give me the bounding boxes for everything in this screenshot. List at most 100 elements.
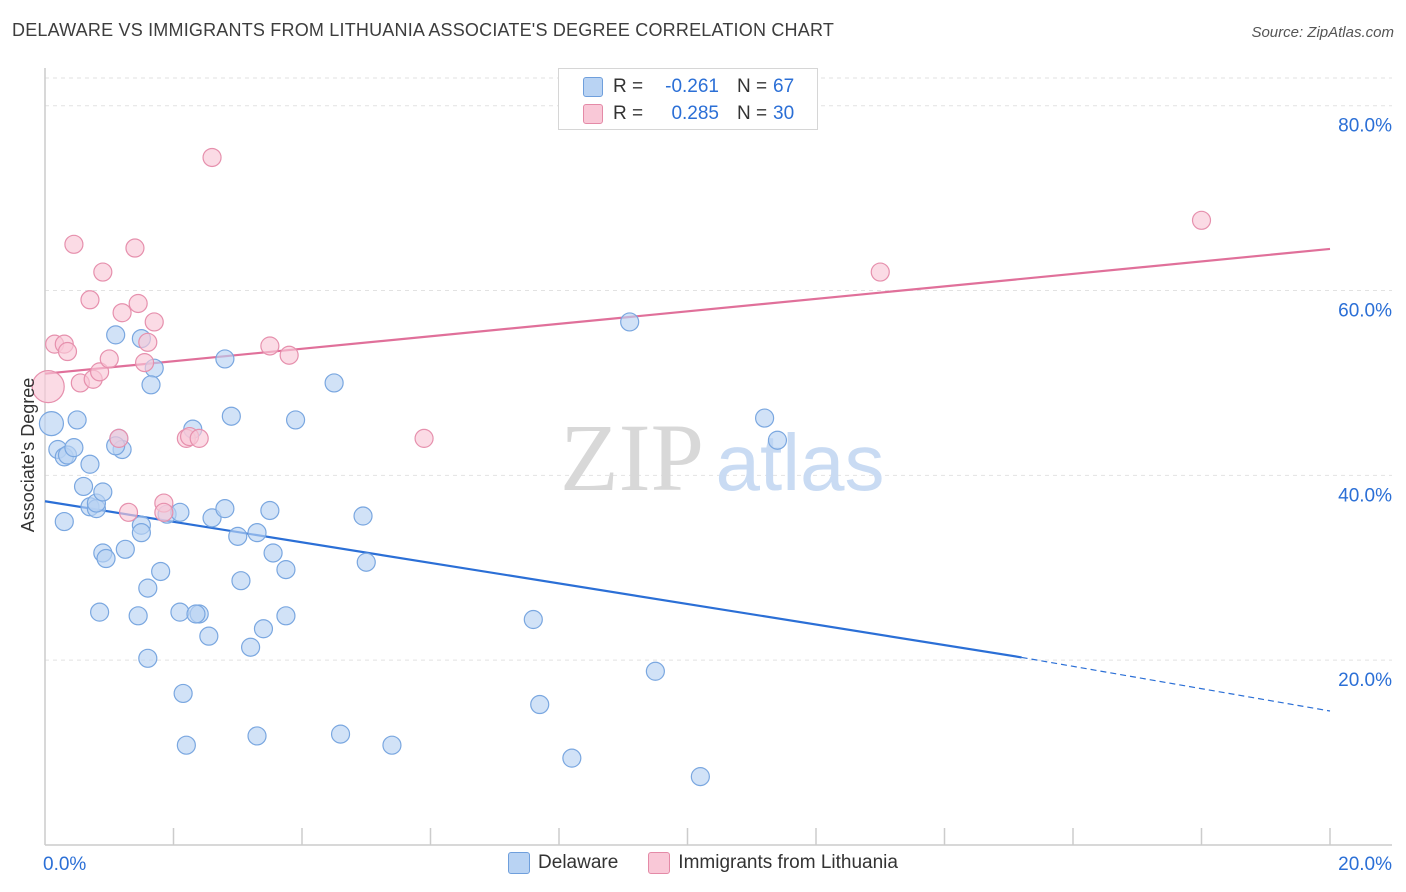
delaware-point	[96, 548, 116, 569]
r-value: 0.285	[671, 103, 719, 124]
delaware-point	[231, 571, 251, 591]
delaware-point	[173, 683, 193, 704]
lithuania-point	[279, 345, 299, 365]
lithuania-point	[144, 312, 164, 332]
gridlines	[45, 77, 1392, 661]
n-value: 30	[773, 103, 795, 124]
delaware-point	[690, 767, 710, 787]
delaware-point	[138, 648, 158, 668]
stats-row-lithuania: R = 0.285 N = 30	[583, 100, 794, 128]
delaware-point	[260, 500, 280, 521]
lithuania-point	[154, 502, 174, 522]
legend-item-delaware[interactable]: Delaware	[508, 852, 618, 874]
delaware-point	[276, 560, 296, 580]
lithuania-point	[109, 428, 129, 448]
lithuania-point	[128, 293, 148, 314]
lithuania-point	[134, 353, 155, 373]
delaware-point	[67, 410, 87, 430]
delaware-point	[80, 454, 100, 474]
delaware-point	[767, 430, 788, 450]
delaware-point	[221, 406, 241, 426]
delaware-point	[115, 539, 135, 559]
watermark: ZIP atlas	[560, 404, 884, 511]
r-label: R =	[613, 76, 644, 97]
delaware-point	[215, 349, 235, 369]
delaware-point	[228, 526, 248, 546]
delaware-point	[202, 508, 222, 528]
tick-labels: 20.0% 40.0% 60.0% 80.0% 0.0% 20.0%	[43, 116, 1392, 875]
lithuania-point	[90, 362, 110, 382]
delaware-swatch	[583, 77, 603, 97]
lithuania-point	[118, 502, 139, 522]
delaware-point	[141, 375, 161, 395]
delaware-point	[131, 523, 151, 543]
n-label: N =	[737, 103, 768, 124]
delaware-point	[106, 325, 126, 345]
delaware-point	[170, 602, 190, 622]
delaware-point	[128, 606, 148, 626]
delaware-point	[170, 502, 190, 522]
delaware-point	[754, 408, 775, 428]
delaware-point	[523, 609, 543, 630]
delaware-point	[247, 726, 267, 746]
legend-label: Delaware	[538, 852, 619, 873]
delaware-point	[93, 482, 113, 502]
watermark-atlas: atlas	[716, 418, 885, 507]
delaware-point	[186, 604, 206, 624]
legend-swatch-pink	[648, 852, 671, 874]
delaware-point	[54, 511, 74, 532]
delaware-point	[324, 373, 344, 393]
chart-legend: Delaware Immigrants from Lithuania	[0, 852, 1406, 874]
legend-label: Immigrants from Lithuania	[678, 852, 898, 873]
lithuania-point	[93, 262, 113, 282]
delaware-point	[151, 561, 171, 582]
lithuania-point	[189, 428, 209, 448]
lithuania-point	[57, 341, 78, 362]
data-points	[31, 147, 1212, 787]
x-tick-label: 0.0%	[43, 854, 86, 875]
delaware-point	[562, 748, 582, 768]
lithuania-point	[1191, 210, 1212, 230]
y-tick-label: 80.0%	[1338, 116, 1392, 137]
delaware-point	[276, 606, 296, 626]
lithuania-point	[31, 370, 65, 404]
delaware-point	[253, 619, 274, 639]
y-tick-label: 60.0%	[1338, 301, 1392, 322]
lithuania-point	[125, 238, 145, 258]
delaware-point	[241, 637, 261, 657]
watermark-zip: ZIP	[560, 404, 704, 511]
delaware-point	[285, 410, 306, 430]
n-value: 67	[773, 76, 795, 97]
y-tick-label: 20.0%	[1338, 670, 1392, 691]
r-value: -0.261	[665, 76, 719, 97]
lithuania-point	[202, 147, 222, 168]
delaware-point	[73, 476, 94, 497]
delaware-point	[620, 312, 640, 332]
legend-item-lithuania[interactable]: Immigrants from Lithuania	[648, 852, 898, 874]
delaware-point	[353, 506, 373, 526]
lithuania-point	[99, 349, 119, 369]
lithuania-point	[260, 336, 280, 356]
lithuania-swatch	[583, 104, 603, 124]
delaware-point	[645, 661, 665, 681]
lithuania-point	[112, 303, 132, 323]
lithuania-point	[414, 428, 434, 448]
lithuania-point	[870, 262, 890, 282]
y-axis-label: Associate's Degree	[18, 378, 38, 533]
delaware-point	[247, 523, 267, 543]
delaware-point	[382, 735, 402, 755]
delaware-point	[138, 578, 158, 598]
delaware-trend-extension	[1021, 656, 1331, 712]
lithuania-point	[64, 234, 84, 254]
stats-box: R = -0.261 N = 67 R = 0.285 N = 30	[558, 68, 818, 130]
delaware-point	[263, 543, 283, 563]
trend-lines	[44, 247, 1331, 712]
delaware-point	[530, 694, 550, 715]
delaware-point	[330, 724, 351, 744]
r-label: R =	[613, 103, 644, 124]
y-tick-label: 40.0%	[1338, 485, 1392, 506]
delaware-point	[215, 499, 235, 519]
chart-title: DELAWARE VS IMMIGRANTS FROM LITHUANIA AS…	[12, 20, 835, 40]
delaware-point	[38, 411, 65, 437]
delaware-point	[90, 602, 110, 622]
